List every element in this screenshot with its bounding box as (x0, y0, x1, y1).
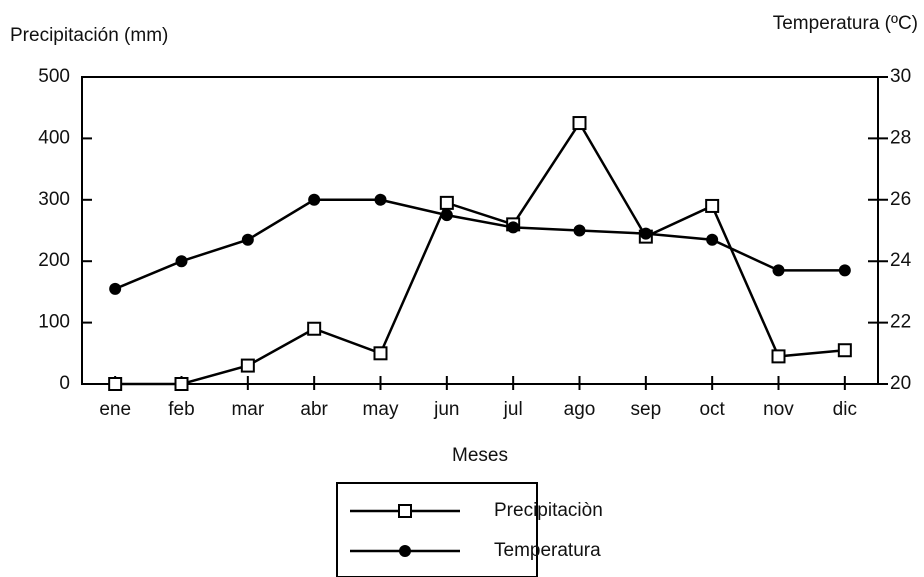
legend-box (336, 482, 538, 577)
x-tick-label: abr (300, 399, 328, 420)
data-point (109, 282, 122, 295)
x-tick-label: sep (631, 399, 662, 420)
data-point (174, 377, 189, 391)
x-tick-label: ago (564, 399, 596, 420)
x-tick-label: nov (763, 399, 794, 420)
x-tick-label: dic (833, 399, 857, 420)
data-point (240, 358, 255, 373)
y2-tick-label: 24 (890, 250, 912, 271)
x-tick-label: jun (433, 399, 459, 420)
series-line (115, 120, 845, 386)
y2-tick-label: 26 (890, 189, 911, 210)
legend-label: Precipitaciòn (494, 500, 603, 521)
x-tick-label: feb (168, 399, 194, 420)
data-point (241, 233, 254, 246)
data-point (639, 227, 652, 240)
x-tick-label: may (363, 399, 399, 420)
data-point (572, 116, 587, 131)
y-tick-label: 200 (38, 250, 70, 271)
y-tick-label: 0 (59, 373, 70, 394)
data-point (374, 193, 387, 206)
y2-tick-label: 22 (890, 312, 911, 333)
data-point (307, 321, 322, 336)
data-point (705, 198, 720, 213)
x-tick-label: oct (699, 399, 725, 420)
legend-marker (399, 545, 411, 557)
data-point (440, 209, 453, 222)
data-point (175, 255, 188, 268)
data-point (838, 264, 851, 277)
data-point (507, 221, 520, 234)
x-axis-title: Meses (452, 445, 508, 466)
data-point (108, 377, 123, 391)
y-tick-label: 300 (38, 189, 70, 210)
plot-frame (81, 76, 879, 385)
y-axis-title: Precipitación (mm) (10, 25, 168, 46)
data-point (771, 349, 786, 364)
data-point (308, 193, 321, 206)
legend-marker (398, 504, 412, 518)
y2-tick-label: 20 (890, 373, 911, 394)
y-tick-label: 500 (38, 66, 70, 87)
y2-axis-title: Temperatura (ºC) (773, 13, 918, 34)
data-point (439, 195, 454, 210)
y-tick-label: 400 (38, 127, 70, 148)
series-line (114, 198, 845, 290)
data-point (837, 343, 852, 358)
data-point (373, 346, 388, 361)
y2-tick-label: 30 (890, 66, 911, 87)
x-tick-label: jul (503, 399, 523, 420)
data-point (706, 233, 719, 246)
legend-label: Temperatura (494, 540, 601, 561)
data-point (573, 224, 586, 237)
x-tick-label: mar (231, 399, 264, 420)
y2-tick-label: 28 (890, 127, 911, 148)
x-tick-label: ene (99, 399, 131, 420)
y-tick-label: 100 (38, 312, 70, 333)
data-point (772, 264, 785, 277)
